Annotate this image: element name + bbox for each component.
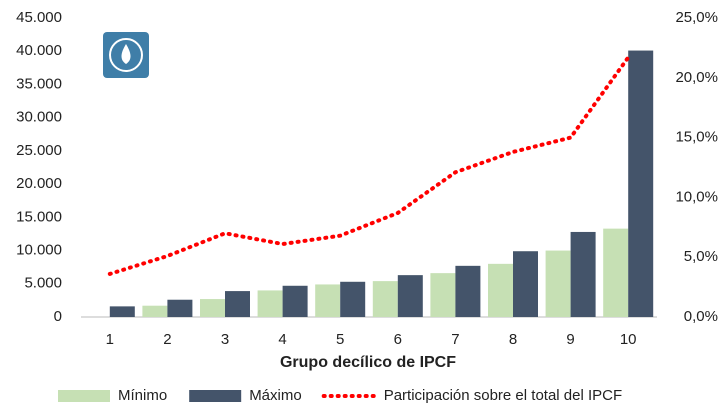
- logo: [103, 32, 149, 78]
- bar: [545, 250, 571, 317]
- bar: [430, 273, 456, 317]
- y-tick-label: 20.000: [16, 175, 62, 192]
- legend-swatch: [189, 390, 242, 402]
- y2-tick-label: 10,0%: [675, 188, 718, 205]
- bar: [257, 290, 283, 317]
- x-axis-label: Grupo decílico de IPCF: [280, 354, 456, 371]
- legend-label: Participación sobre el total del IPCF: [384, 387, 622, 404]
- x-tick-label: 5: [336, 331, 344, 348]
- x-tick-label: 1: [106, 331, 114, 348]
- y-tick-label: 15.000: [16, 208, 62, 225]
- x-tick-label: 8: [509, 331, 517, 348]
- bar: [488, 263, 513, 317]
- x-tick-label: 10: [620, 331, 637, 348]
- x-tick-label: 3: [221, 331, 229, 348]
- y2-tick-label: 25,0%: [675, 9, 718, 26]
- bar: [315, 284, 341, 317]
- bar: [225, 291, 250, 317]
- y-tick-label: 0: [54, 308, 62, 325]
- line-series: [107, 55, 631, 276]
- bar: [455, 265, 481, 317]
- legend-label: Máximo: [249, 387, 302, 404]
- bar: [200, 299, 225, 317]
- y-tick-label: 10.000: [16, 242, 62, 259]
- y-tick-label: 40.000: [16, 42, 62, 59]
- bar: [109, 306, 135, 317]
- y-tick-label: 5.000: [24, 275, 62, 292]
- bar: [167, 299, 193, 317]
- x-tick-label: 9: [566, 331, 574, 348]
- y2-tick-label: 0,0%: [684, 308, 718, 325]
- x-tick-label: 4: [278, 331, 286, 348]
- y-tick-label: 35.000: [16, 75, 62, 92]
- legend-label: Mínimo: [118, 387, 167, 404]
- y2-tick-label: 20,0%: [675, 69, 718, 86]
- bar: [513, 251, 538, 317]
- bar: [372, 281, 398, 317]
- legend-swatch: [58, 390, 110, 402]
- x-tick-label: 2: [163, 331, 171, 348]
- bar: [603, 228, 629, 317]
- y2-tick-label: 15,0%: [675, 129, 718, 146]
- bar: [628, 50, 654, 318]
- bar: [397, 275, 423, 317]
- bar: [282, 285, 308, 317]
- x-tick-label: 6: [394, 331, 402, 348]
- bar: [340, 281, 366, 317]
- y-tick-label: 30.000: [16, 109, 62, 126]
- bar: [142, 305, 168, 317]
- x-tick-label: 7: [451, 331, 459, 348]
- y2-tick-label: 5,0%: [684, 248, 718, 265]
- bar: [570, 231, 596, 317]
- y-tick-label: 25.000: [16, 142, 62, 159]
- y-tick-label: 45.000: [16, 9, 62, 26]
